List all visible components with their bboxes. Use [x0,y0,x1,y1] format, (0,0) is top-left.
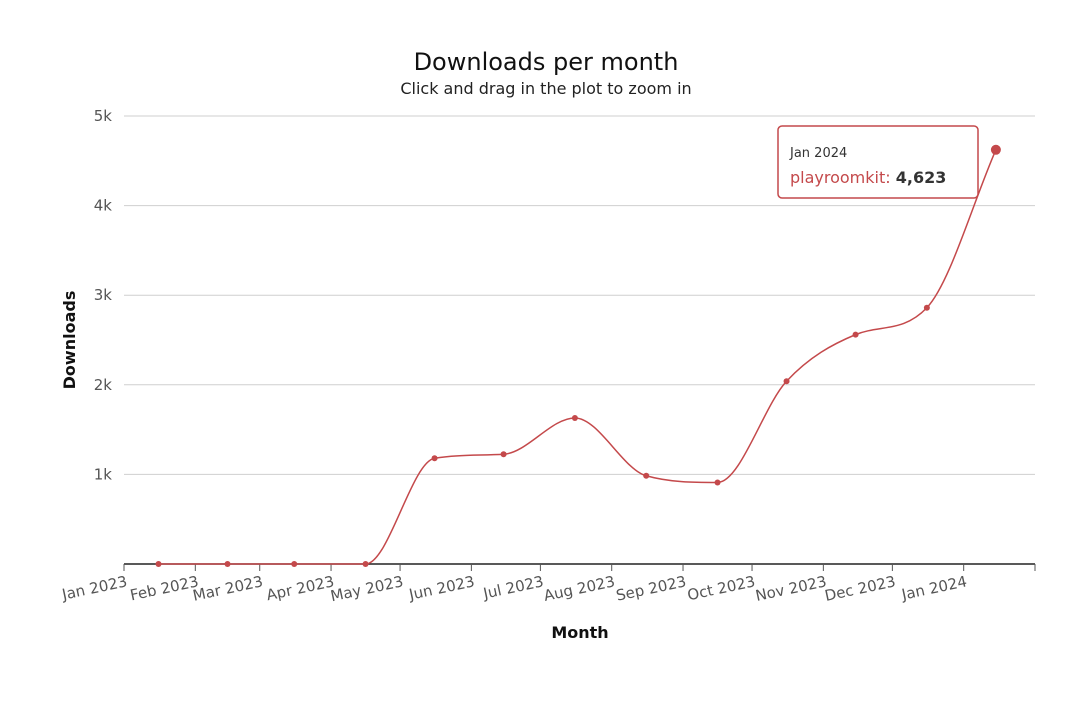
x-tick-label: Jan 2024 [899,572,968,604]
tooltip-value: 4,623 [896,168,947,187]
chart-title: Downloads per month [414,48,679,76]
tooltip-date: Jan 2024 [789,146,847,161]
data-point[interactable] [500,451,507,458]
data-point[interactable] [783,378,790,385]
x-tick-label: Jun 2023 [407,572,477,604]
y-axis-title: Downloads [60,291,79,390]
data-point[interactable] [643,472,650,479]
y-tick-label: 4k [94,197,113,215]
x-tick-label: Dec 2023 [823,572,897,605]
data-point[interactable] [571,414,578,421]
x-tick-label: Oct 2023 [686,572,757,604]
y-tick-label: 1k [94,465,113,483]
y-tick-label: 3k [94,286,113,304]
x-axis-title: Month [551,623,608,642]
data-point[interactable] [923,304,930,311]
data-point[interactable] [362,561,369,567]
y-tick-label: 2k [94,376,113,394]
data-point[interactable] [291,561,298,567]
y-axis-ticks: 1k 2k 3k 4k 5k [94,107,113,483]
x-tick-label: Aug 2023 [542,572,616,605]
x-tick-label: May 2023 [329,572,405,605]
data-point[interactable] [852,331,859,338]
tooltip-row: playroomkit: 4,623 [790,168,946,187]
data-point[interactable] [714,479,721,486]
x-tick-label: Jan 2023 [59,572,128,604]
tooltip-series-name: playroomkit [790,168,885,187]
data-point-highlighted[interactable] [990,144,1001,155]
series-playroomkit[interactable] [155,144,1001,567]
x-tick-label: Apr 2023 [265,572,336,604]
x-tick-label: Mar 2023 [191,572,264,604]
y-tick-label: 5k [94,107,113,125]
chart-subtitle: Click and drag in the plot to zoom in [400,79,691,98]
x-tick-label: Sep 2023 [614,572,687,604]
data-point[interactable] [155,561,162,567]
x-tick-label: Jul 2023 [481,572,545,603]
x-tick-label: Nov 2023 [754,572,828,605]
tooltip-box [777,125,979,199]
tooltip-separator: : [885,168,895,187]
data-point[interactable] [224,561,231,567]
series-line[interactable] [158,149,997,565]
tooltip: Jan 2024 playroomkit: 4,623 [777,125,979,199]
gridlines [124,115,1035,475]
x-tick-label: Feb 2023 [128,572,200,604]
data-point[interactable] [431,455,438,462]
